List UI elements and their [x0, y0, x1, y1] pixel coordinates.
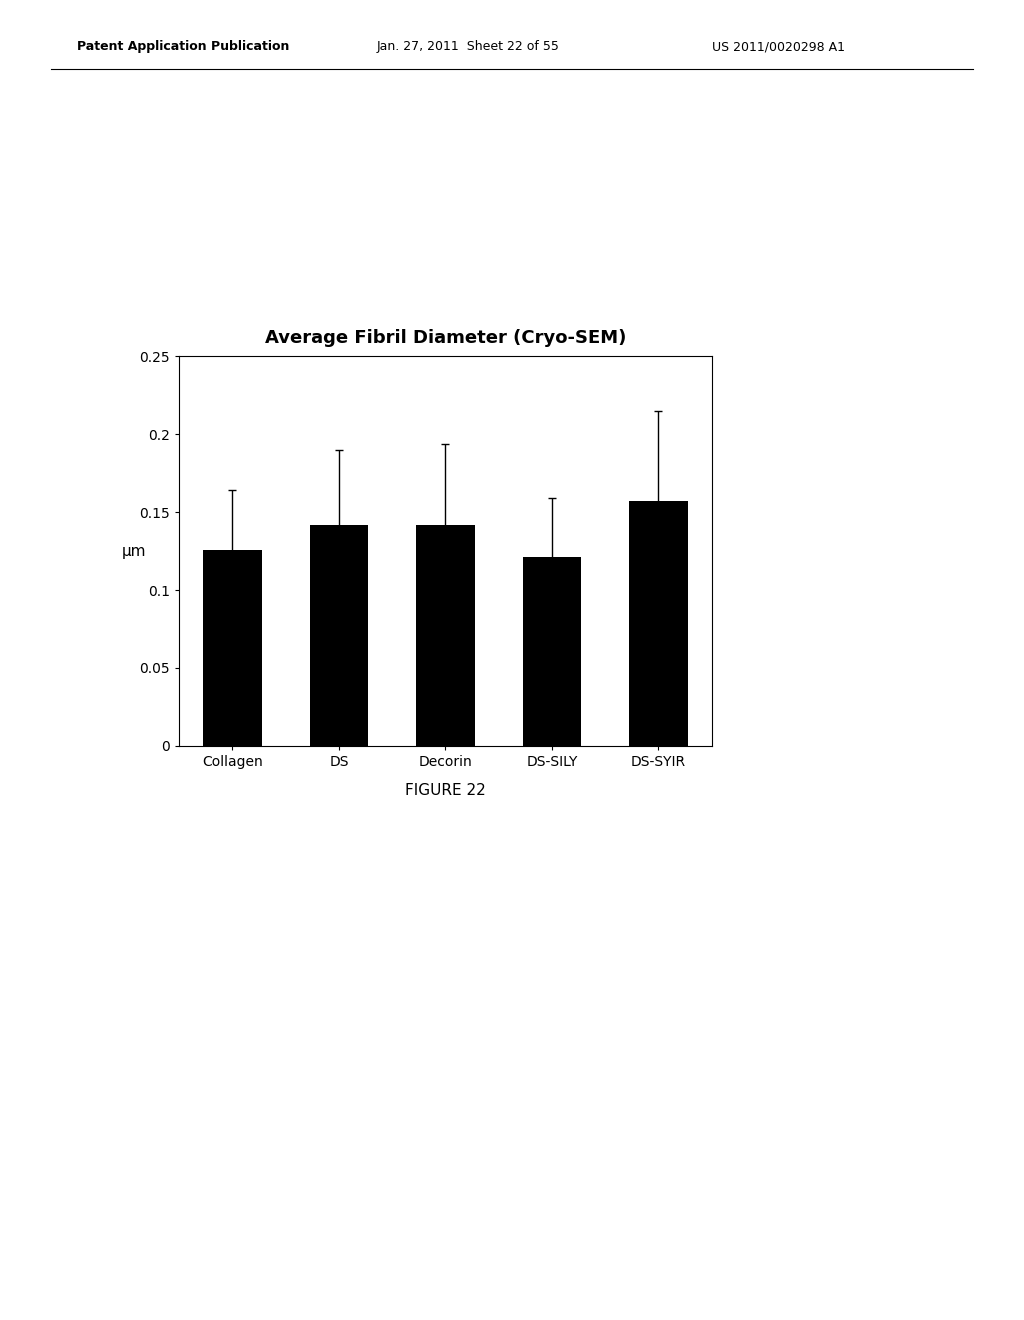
- Y-axis label: μm: μm: [122, 544, 146, 558]
- Bar: [522, 557, 582, 746]
- Bar: [416, 524, 475, 746]
- Text: Jan. 27, 2011  Sheet 22 of 55: Jan. 27, 2011 Sheet 22 of 55: [377, 40, 560, 53]
- Bar: [309, 524, 369, 746]
- Text: US 2011/0020298 A1: US 2011/0020298 A1: [712, 40, 845, 53]
- Title: Average Fibril Diameter (Cryo-SEM): Average Fibril Diameter (Cryo-SEM): [265, 329, 626, 347]
- Bar: [629, 502, 688, 746]
- Text: Patent Application Publication: Patent Application Publication: [77, 40, 289, 53]
- Text: FIGURE 22: FIGURE 22: [406, 783, 485, 797]
- Bar: [203, 549, 262, 746]
